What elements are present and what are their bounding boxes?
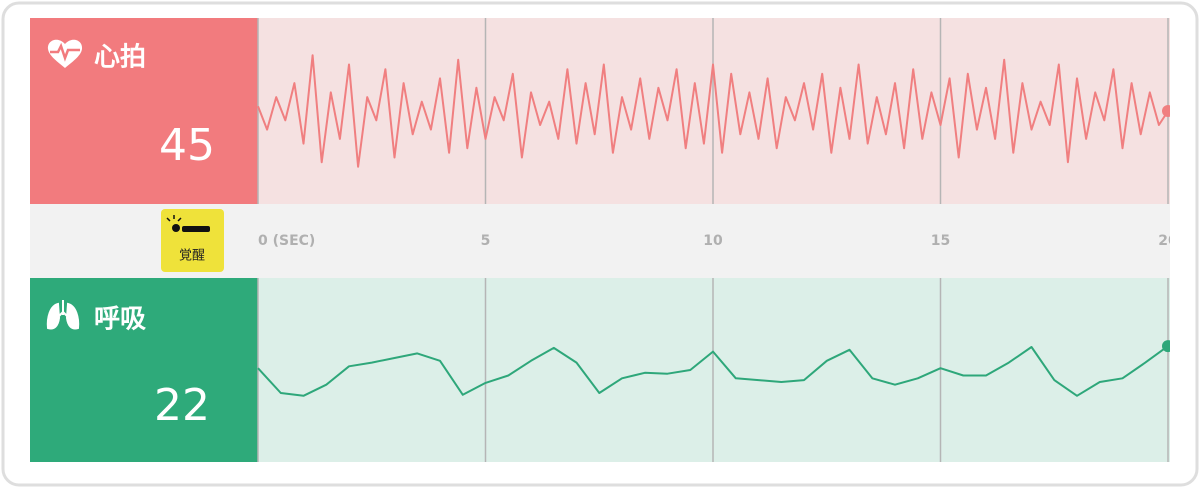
chart-background	[258, 18, 1170, 204]
heart-value: 45	[159, 120, 215, 171]
waveform	[257, 345, 1169, 397]
heart-icon-pulse	[50, 42, 80, 62]
waveform	[257, 54, 1169, 168]
end-point	[1162, 105, 1170, 117]
sleep-icon-body	[182, 226, 210, 232]
breath-value: 22	[154, 380, 210, 431]
chart-layer	[257, 18, 1170, 204]
heart-label: 心拍	[94, 43, 146, 73]
end-point	[1162, 340, 1170, 353]
x-tick-label: 15	[931, 233, 950, 249]
status-label: 覚醒	[179, 249, 205, 264]
x-tick-label: 20	[1158, 233, 1178, 249]
chart-layer	[257, 278, 1170, 462]
sleep-icon-head	[172, 224, 180, 232]
x-tick-label: 5	[481, 233, 491, 249]
chart-background	[258, 278, 1170, 462]
lungs-icon	[46, 300, 80, 330]
heart-icon	[47, 39, 83, 68]
sleep-icon-rays	[166, 215, 182, 222]
breath-label: 呼吸	[94, 305, 146, 335]
x-axis: 0 (SEC) 5 10 15 20	[258, 233, 1178, 249]
x-tick-label: 0 (SEC)	[258, 233, 315, 249]
panel: 心拍 45 呼吸 22 覚醒 0 (SEC) 5 10 15 20	[30, 18, 1178, 462]
x-tick-label: 10	[703, 233, 723, 249]
